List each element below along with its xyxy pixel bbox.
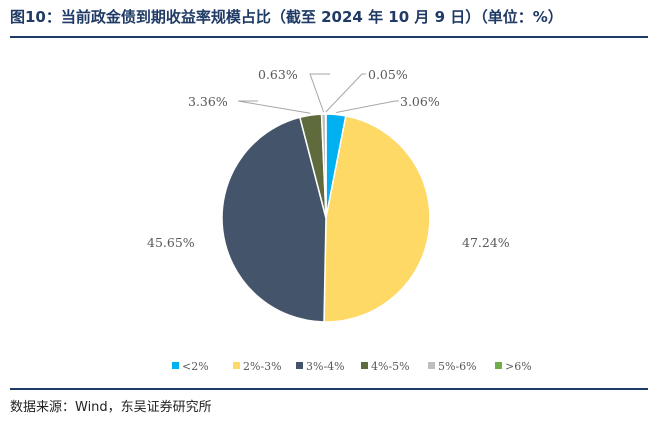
pie-slices	[221, 113, 431, 323]
legend-swatch-2	[233, 362, 240, 369]
pie-slice-2	[323, 115, 431, 323]
chart-legend: <2% 2%-3% 3%-4% 4%-5% 5%-6% >6%	[172, 360, 532, 373]
leader-lines	[237, 73, 399, 114]
legend-swatch-6	[495, 362, 502, 369]
legend-swatch-3	[296, 362, 303, 369]
legend-label-5: 5%-6%	[438, 360, 477, 373]
leader-line-6	[325, 73, 366, 113]
pie-slice-3	[221, 116, 327, 323]
data-label-5: 0.63%	[258, 67, 298, 82]
page-title: 图10：当前政金债到期收益率规模占比（截至 2024 年 10 月 9 日）（单…	[10, 8, 563, 26]
leader-line-5	[309, 73, 330, 113]
data-label-1: 3.06%	[400, 94, 440, 109]
title-divider	[10, 36, 648, 38]
legend-label-6: >6%	[505, 360, 532, 373]
footer-divider	[10, 388, 648, 390]
data-labels: 3.06% 47.24% 45.65% 3.36% 0.63% 0.05%	[147, 67, 510, 250]
data-label-4: 3.36%	[188, 94, 228, 109]
legend-label-1: <2%	[182, 360, 209, 373]
legend-swatch-1	[172, 362, 179, 369]
leader-line-4	[237, 100, 311, 114]
data-label-6: 0.05%	[368, 67, 408, 82]
leader-line-1	[336, 100, 399, 113]
legend-label-2: 2%-3%	[243, 360, 282, 373]
source-note: 数据来源：Wind，东吴证券研究所	[10, 400, 212, 415]
legend-swatch-4	[361, 362, 368, 369]
legend-label-3: 3%-4%	[306, 360, 345, 373]
data-label-3: 45.65%	[147, 235, 195, 250]
legend-label-4: 4%-5%	[371, 360, 410, 373]
legend-swatch-5	[428, 362, 435, 369]
data-label-2: 47.24%	[462, 235, 510, 250]
